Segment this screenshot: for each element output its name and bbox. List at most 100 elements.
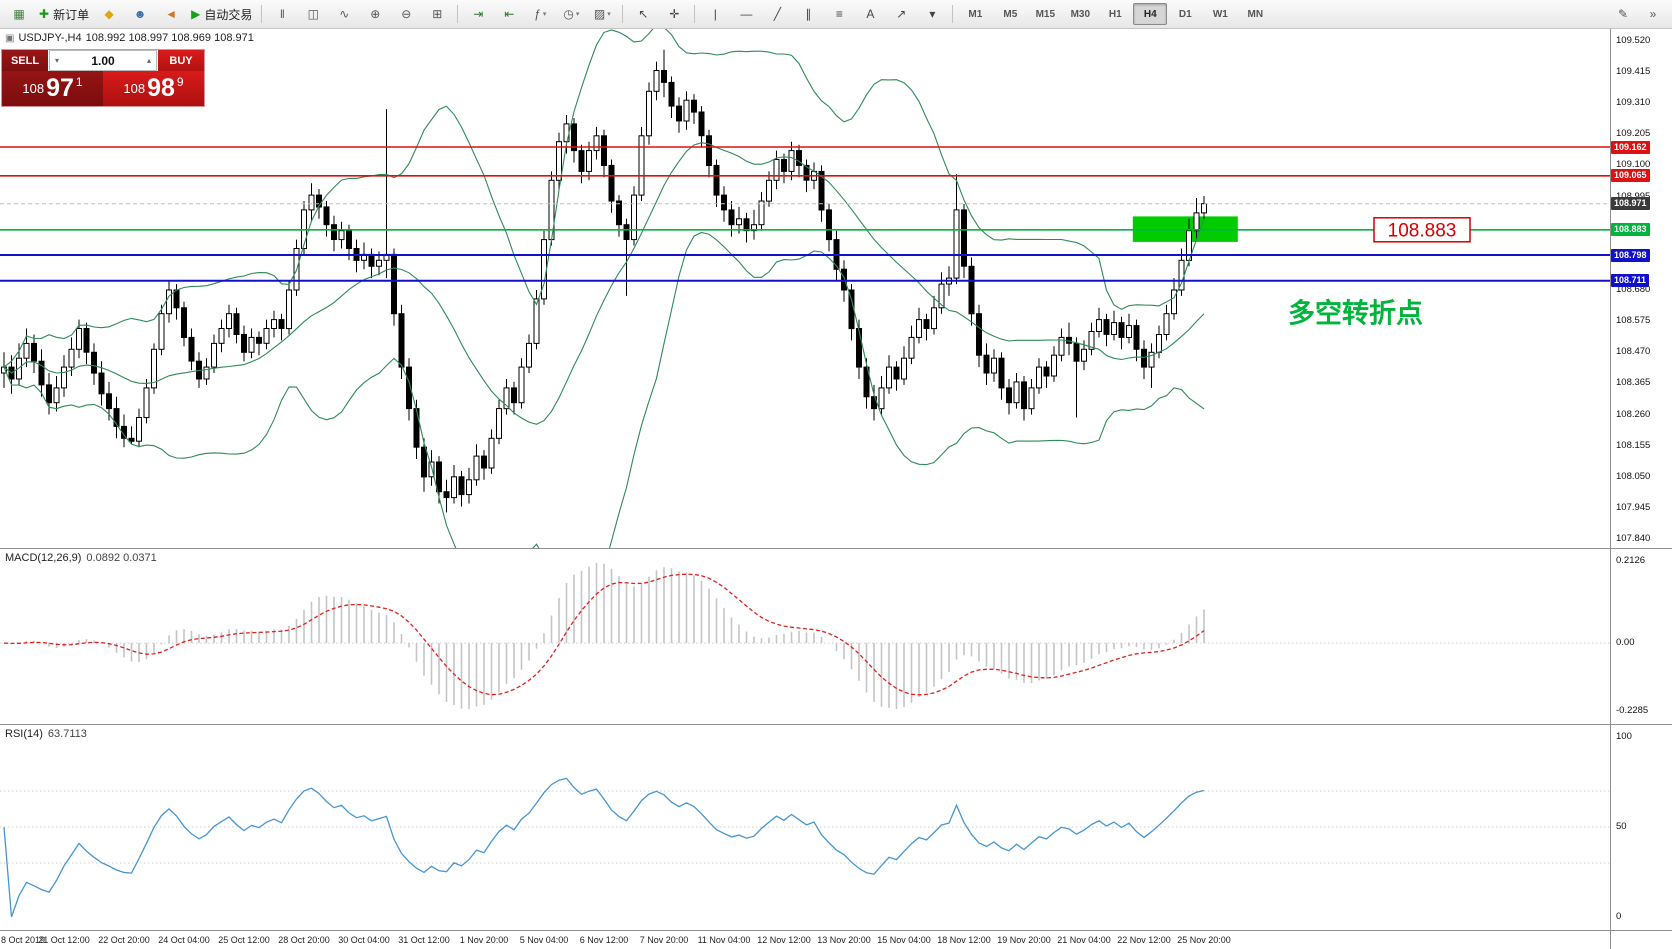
volume-down-button[interactable]: ▾ — [54, 56, 59, 65]
time-axis-label: 7 Nov 20:00 — [639, 935, 689, 945]
text-tool-button[interactable]: A — [855, 2, 885, 26]
favorites-icon: ◆ — [104, 7, 114, 21]
price-tag-108.971: 108.971 — [1611, 197, 1650, 211]
buy-price[interactable]: 108 98 9 — [103, 71, 204, 106]
timeframe-d1-button[interactable]: D1 — [1178, 8, 1192, 20]
macd-panel[interactable]: MACD(12,26,9) 0.0892 0.0371 — [0, 549, 1610, 724]
bollinger-bands — [3, 29, 1205, 548]
volume-field[interactable]: ▾ 1.00 ▴ — [49, 50, 157, 71]
bar-chart-mode-button[interactable]: ‖ — [267, 2, 297, 26]
time-axis-row: 8 Oct 2019 21 Oct 12:00 22 Oct 20:00 24 Oct… — [0, 930, 1672, 949]
sell-button[interactable]: SELL — [2, 50, 48, 71]
timeframe-w1-button[interactable]: W1 — [1212, 8, 1228, 20]
chart-shift-button[interactable]: ⇤ — [494, 2, 524, 26]
timeframe-mn-button[interactable]: MN — [1247, 8, 1264, 20]
zoom-in-icon: ⊕ — [370, 7, 381, 21]
timeframe-m5-button[interactable]: M5 — [1003, 8, 1018, 20]
candle-mode-icon: ◫ — [307, 7, 319, 21]
toolbar-separator — [457, 5, 459, 23]
templates-button[interactable]: ▨ ▾ — [587, 2, 617, 26]
favorites-button[interactable]: ◆ — [94, 2, 124, 26]
rsi-name: RSI(14) — [5, 728, 43, 740]
shapes-dropdown-button[interactable]: ▾ — [917, 2, 947, 26]
profiles-button[interactable]: ☻ — [125, 2, 155, 26]
new-chart-icon: ▦ — [13, 7, 25, 21]
price-axis-label: 108.050 — [1616, 470, 1651, 482]
toolbar-separator — [952, 5, 954, 23]
rsi-axis-col[interactable]: 100 50 0 — [1610, 725, 1672, 930]
vertical-line-tool-button[interactable]: | — [700, 2, 730, 26]
bar-chart-mode-icon: ‖ — [279, 7, 285, 21]
macd-axis[interactable]: 0.2126 0.00 -0.2285 — [1610, 549, 1672, 724]
zoom-out-button[interactable]: ⊖ — [391, 2, 421, 26]
sell-price-sup: 1 — [75, 74, 83, 89]
buy-price-sup: 9 — [176, 74, 184, 89]
toolbar-customize-icon: ✎ — [1617, 7, 1629, 21]
periods-dropdown-icon[interactable]: ▾ — [575, 11, 580, 18]
line-mode-button[interactable]: ∿ — [329, 2, 359, 26]
autotrading-button[interactable]: ▶ 自动交易 — [187, 2, 256, 26]
channel-tool-button[interactable]: ∥ — [793, 2, 823, 26]
buy-button[interactable]: BUY — [158, 50, 204, 71]
periods-icon: ◷ — [563, 7, 574, 21]
timeframe-m30-button[interactable]: M30 — [1070, 8, 1091, 20]
indicators-button[interactable]: ƒ ▾ — [525, 2, 555, 26]
sell-price-big: 97 — [46, 74, 74, 102]
cursor-button[interactable]: ↖ — [628, 2, 658, 26]
crosshair-button[interactable]: ✛ — [659, 2, 689, 26]
rsi-panel[interactable]: RSI(14) 63.7113 — [0, 725, 1610, 930]
price-axis-label: 109.415 — [1616, 66, 1651, 77]
time-axis-label: 30 Oct 04:00 — [338, 935, 390, 945]
candle-mode-button[interactable]: ◫ — [298, 2, 328, 26]
time-axis-label: 21 Oct 12:00 — [38, 935, 90, 945]
tile-windows-icon: ⊞ — [432, 7, 443, 21]
ohlc-readout: 108.992 108.997 108.969 108.971 — [85, 32, 254, 44]
channel-tool-icon: ∥ — [805, 7, 812, 21]
new-chart-button[interactable]: ▦ — [4, 2, 34, 26]
alerts-button[interactable]: ◄ — [156, 2, 186, 26]
symbol-period: USDJPY-,H4 — [18, 32, 82, 44]
timeframe-m15-button[interactable]: M15 — [1035, 8, 1056, 20]
price-label-object[interactable]: 108.883 — [1373, 217, 1471, 243]
timeframe-h4-button[interactable]: H4 — [1133, 3, 1168, 25]
templates-dropdown-icon[interactable]: ▾ — [607, 11, 611, 18]
horizontal-line-tool-button[interactable]: — — [731, 2, 761, 26]
time-axis[interactable]: 8 Oct 2019 21 Oct 12:00 22 Oct 20:00 24 Oct… — [0, 931, 1610, 949]
note-text-object[interactable]: 多空转折点 — [1288, 298, 1423, 329]
new-order-button[interactable]: ✚ 新订单 — [35, 2, 93, 26]
volume-value[interactable]: 1.00 — [91, 53, 115, 68]
auto-scroll-button[interactable]: ⇥ — [463, 2, 493, 26]
indicators-dropdown-icon[interactable]: ▾ — [542, 11, 547, 18]
main-chart[interactable]: 108.883 多空转折点 ▣ USDJPY-,H4 108.992 108.99… — [0, 29, 1610, 548]
rsi-axis-label: 100 — [1616, 731, 1632, 742]
chart-shift-icon: ⇤ — [504, 7, 515, 21]
macd-axis-label: 0.00 — [1616, 637, 1635, 649]
text-tool-icon: A — [866, 7, 875, 21]
volume-up-button[interactable]: ▴ — [146, 56, 151, 65]
tile-windows-button[interactable]: ⊞ — [422, 2, 452, 26]
vertical-line-tool-icon: | — [713, 7, 717, 21]
toolbar-customize-button[interactable]: ✎ — [1608, 2, 1638, 26]
sell-price[interactable]: 108 97 1 — [2, 71, 103, 106]
toolbar-overflow-button[interactable]: » — [1638, 2, 1668, 26]
timeframe-h1-button[interactable]: H1 — [1108, 8, 1122, 20]
price-axis-label: 108.155 — [1616, 439, 1651, 451]
zoom-in-button[interactable]: ⊕ — [360, 2, 390, 26]
fibonacci-tool-icon: ≡ — [835, 7, 843, 21]
rsi-label: RSI(14) 63.7113 — [5, 728, 87, 740]
price-axis-label: 107.840 — [1616, 533, 1651, 545]
price-axis[interactable]: 109.520 109.415 109.310 109.205 109.100 108.9… — [1610, 29, 1672, 548]
timeframe-m1-button[interactable]: M1 — [968, 8, 983, 20]
trendline-tool-button[interactable]: ╱ — [762, 2, 792, 26]
crosshair-icon: ✛ — [669, 7, 680, 21]
price-tag-108.711: 108.711 — [1611, 274, 1650, 288]
price-axis-label: 108.995 — [1616, 190, 1651, 202]
arrows-tool-button[interactable]: ↗ — [886, 2, 916, 26]
periods-button[interactable]: ◷ ▾ — [556, 2, 586, 26]
alerts-icon: ◄ — [165, 7, 178, 21]
trendline-tool-icon: ╱ — [773, 7, 781, 21]
chart-title: ▣ USDJPY-,H4 108.992 108.997 108.969 108… — [5, 32, 254, 44]
fibonacci-tool-button[interactable]: ≡ — [824, 2, 854, 26]
candles — [1, 49, 1207, 513]
